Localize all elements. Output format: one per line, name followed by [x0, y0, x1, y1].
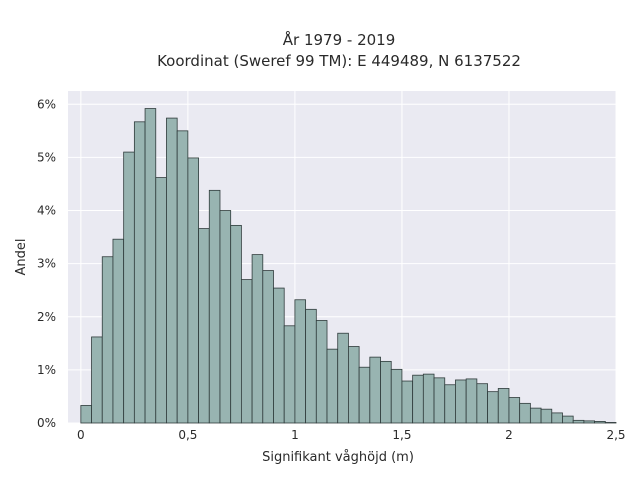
histogram-bar	[305, 308, 317, 424]
x-tick-label: 0	[77, 428, 85, 442]
histogram-bar	[80, 405, 92, 424]
histogram-bar	[412, 374, 424, 424]
x-tick-label: 2,5	[606, 428, 625, 442]
histogram-bar	[604, 422, 617, 424]
y-tick-label: 2%	[37, 310, 56, 324]
histogram-bar	[230, 224, 242, 424]
histogram-bar	[251, 254, 264, 424]
histogram-bar	[144, 108, 157, 424]
y-tick-label: 5%	[37, 150, 56, 164]
x-axis-label: Signifikant våghöjd (m)	[262, 450, 414, 465]
histogram-bar	[380, 360, 392, 424]
histogram-bar	[487, 391, 499, 424]
histogram-bar	[465, 378, 478, 424]
histogram-bar	[123, 151, 135, 424]
histogram-bar	[273, 287, 285, 424]
histogram-bar	[337, 332, 349, 424]
y-tick-label: 0%	[37, 416, 56, 430]
histogram-bar	[219, 210, 232, 424]
x-tick-label: 0,5	[178, 428, 197, 442]
histogram-bar	[91, 336, 103, 424]
histogram-bar	[315, 320, 328, 424]
bars	[80, 108, 617, 424]
histogram-bar	[572, 419, 585, 424]
chart-title-line-2: Koordinat (Sweref 99 TM): E 449489, N 61…	[157, 52, 521, 70]
histogram-bar	[444, 384, 456, 424]
histogram-bar	[508, 397, 521, 424]
histogram-bar	[529, 407, 542, 424]
histogram-bar	[551, 412, 563, 424]
x-tick-label: 1	[291, 428, 299, 442]
histogram-bar	[112, 238, 125, 424]
histogram-bar	[187, 157, 199, 424]
histogram-bar	[594, 421, 606, 424]
histogram-bar	[390, 368, 403, 424]
histogram-bar	[155, 177, 167, 424]
histogram-bar	[583, 420, 595, 424]
histogram-bar	[497, 388, 510, 424]
histogram-bar	[283, 325, 296, 424]
histogram-bar	[166, 117, 178, 424]
x-axis-ticks: 0 0,5 1 1,5 2 2,5	[77, 428, 626, 442]
x-tick-label: 1,5	[392, 428, 411, 442]
histogram-bar	[401, 380, 414, 424]
histogram-bar	[262, 270, 274, 424]
histogram-bar	[358, 366, 371, 424]
histogram-bar	[433, 377, 446, 424]
chart-title-line-1: År 1979 - 2019	[283, 30, 396, 49]
histogram-bar	[455, 379, 467, 424]
histogram-bar	[176, 130, 189, 424]
y-axis-ticks: 0% 1% 2% 3% 4% 5% 6%	[37, 97, 56, 430]
y-tick-label: 4%	[37, 204, 56, 218]
histogram-bar	[348, 346, 360, 424]
y-axis-label: Andel	[14, 239, 29, 276]
histogram-bar	[369, 356, 381, 424]
histogram-bar	[326, 348, 339, 424]
histogram-bar	[519, 402, 531, 424]
histogram-bar	[101, 256, 114, 424]
y-tick-label: 6%	[37, 97, 56, 111]
histogram-bar	[294, 299, 307, 424]
histogram-bar	[133, 121, 146, 424]
histogram-bar	[422, 373, 435, 424]
histogram-bar	[240, 279, 253, 424]
x-tick-label: 2	[505, 428, 513, 442]
histogram-bar	[562, 415, 574, 424]
y-tick-label: 3%	[37, 257, 56, 271]
y-tick-label: 1%	[37, 363, 56, 377]
histogram-bar	[198, 228, 210, 424]
histogram-bar	[476, 383, 488, 424]
histogram-bar	[540, 408, 553, 424]
histogram-bar	[208, 189, 221, 424]
